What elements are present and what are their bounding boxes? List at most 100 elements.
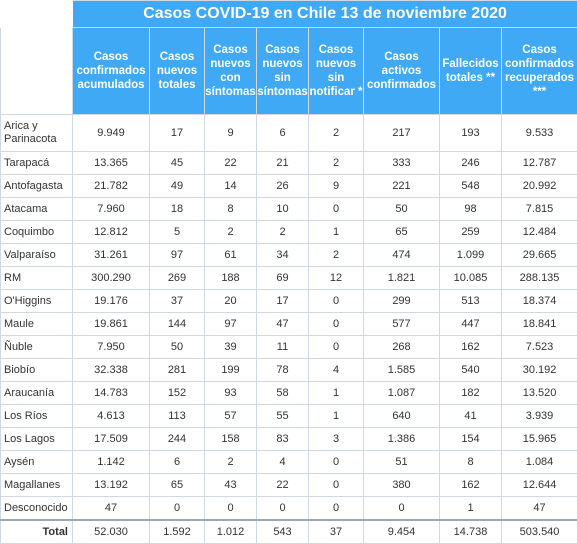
table-cell: 2	[309, 115, 364, 152]
table-cell: 2	[309, 244, 364, 267]
table-cell: 13.192	[73, 474, 150, 497]
table-cell: 18	[150, 198, 205, 221]
table-cell: 8	[205, 198, 257, 221]
table-cell: 32.338	[73, 359, 150, 382]
table-cell: 548	[440, 175, 502, 198]
table-cell: 22	[205, 152, 257, 175]
table-cell: 380	[364, 474, 440, 497]
total-cell: 37	[309, 520, 364, 544]
table-cell: 69	[257, 267, 309, 290]
table-cell: 21	[257, 152, 309, 175]
table-cell: 21.782	[73, 175, 150, 198]
table-cell: 13.365	[73, 152, 150, 175]
table-cell: 13.520	[502, 382, 577, 405]
region-name: Arica y Parinacota	[1, 115, 73, 152]
table-cell: 17.509	[73, 428, 150, 451]
table-cell: 1.386	[364, 428, 440, 451]
table-cell: 0	[309, 198, 364, 221]
table-cell: 158	[205, 428, 257, 451]
table-cell: 78	[257, 359, 309, 382]
region-name: Biobío	[1, 359, 73, 382]
table-cell: 11	[257, 336, 309, 359]
table-cell: 97	[205, 313, 257, 336]
table-cell: 30.192	[502, 359, 577, 382]
total-cell: 52.030	[73, 520, 150, 544]
table-cell: 1.084	[502, 451, 577, 474]
table-cell: 513	[440, 290, 502, 313]
table-cell: 58	[257, 382, 309, 405]
region-name: Aysén	[1, 451, 73, 474]
table-cell: 43	[205, 474, 257, 497]
region-name: Araucanía	[1, 382, 73, 405]
table-cell: 217	[364, 115, 440, 152]
table-cell: 19.176	[73, 290, 150, 313]
table-cell: 47	[73, 497, 150, 521]
table-cell: 39	[205, 336, 257, 359]
total-cell: 543	[257, 520, 309, 544]
table-cell: 97	[150, 244, 205, 267]
table-cell: 57	[205, 405, 257, 428]
region-name: O'Higgins	[1, 290, 73, 313]
table-cell: 2	[257, 221, 309, 244]
table-cell: 34	[257, 244, 309, 267]
table-cell: 0	[309, 497, 364, 521]
table-cell: 7.950	[73, 336, 150, 359]
table-cell: 2	[205, 221, 257, 244]
table-cell: 50	[364, 198, 440, 221]
table-cell: 4	[309, 359, 364, 382]
region-name: Valparaíso	[1, 244, 73, 267]
table-cell: 31.261	[73, 244, 150, 267]
table-cell: 1.142	[73, 451, 150, 474]
table-cell: 1.585	[364, 359, 440, 382]
table-cell: 0	[309, 451, 364, 474]
table-cell: 1	[309, 221, 364, 244]
table-cell: 20	[205, 290, 257, 313]
table-cell: 7.815	[502, 198, 577, 221]
table-cell: 162	[440, 336, 502, 359]
table-cell: 51	[364, 451, 440, 474]
table-cell: 65	[150, 474, 205, 497]
table-cell: 65	[364, 221, 440, 244]
table-cell: 37	[150, 290, 205, 313]
table-cell: 259	[440, 221, 502, 244]
total-cell: 1.012	[205, 520, 257, 544]
table-cell: 10	[257, 198, 309, 221]
table-cell: 9.533	[502, 115, 577, 152]
table-cell: 14	[205, 175, 257, 198]
table-cell: 83	[257, 428, 309, 451]
table-cell: 188	[205, 267, 257, 290]
table-cell: 2	[205, 451, 257, 474]
table-cell: 18.841	[502, 313, 577, 336]
table-cell: 268	[364, 336, 440, 359]
table-cell: 640	[364, 405, 440, 428]
table-cell: 288.135	[502, 267, 577, 290]
total-cell: 14.738	[440, 520, 502, 544]
table-cell: 49	[150, 175, 205, 198]
table-cell: 2	[309, 152, 364, 175]
table-cell: 1	[309, 382, 364, 405]
total-label: Total	[1, 520, 73, 544]
table-cell: 19.861	[73, 313, 150, 336]
region-name: Magallanes	[1, 474, 73, 497]
table-cell: 15.965	[502, 428, 577, 451]
table-cell: 144	[150, 313, 205, 336]
table-cell: 7.960	[73, 198, 150, 221]
column-header: Fallecidos totales **	[440, 28, 502, 115]
table-cell: 45	[150, 152, 205, 175]
region-name: Los Lagos	[1, 428, 73, 451]
table-cell: 12.812	[73, 221, 150, 244]
table-cell: 1	[440, 497, 502, 521]
table-cell: 9.949	[73, 115, 150, 152]
table-cell: 221	[364, 175, 440, 198]
table-cell: 193	[440, 115, 502, 152]
table-cell: 18.374	[502, 290, 577, 313]
